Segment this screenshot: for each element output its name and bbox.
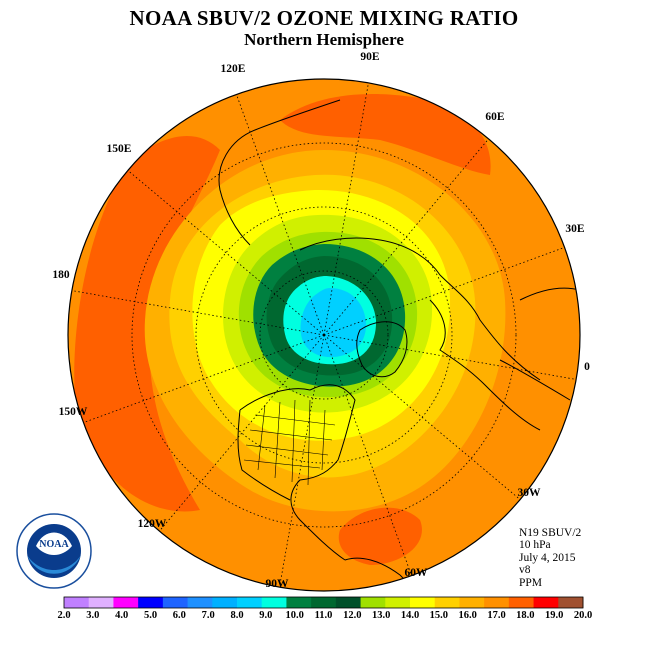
meridian-line <box>236 94 325 336</box>
colorbar-tick-label: 14.0 <box>401 610 419 621</box>
colorbar-swatch <box>64 597 90 608</box>
lon-label-150e: 150E <box>107 143 132 155</box>
lon-label-120w: 120W <box>138 518 167 530</box>
colorbar-swatch <box>88 597 114 608</box>
coastline-north-america <box>237 384 356 561</box>
lon-label-0: 0 <box>584 361 590 373</box>
colorbar-tick-label: 10.0 <box>285 610 303 621</box>
colorbar-swatch <box>311 597 337 608</box>
colorbar-tick-label: 8.0 <box>230 610 243 621</box>
lon-label-60w: 60W <box>405 567 429 579</box>
colorbar-swatch <box>385 597 411 608</box>
lon-label-90e: 90E <box>360 51 380 63</box>
lon-label-60e: 60E <box>485 111 505 123</box>
meridian-line <box>323 138 489 336</box>
coastline-greenland <box>356 321 408 378</box>
lon-label-30e: 30E <box>565 223 585 235</box>
colorbar-tick-label: 2.0 <box>57 610 70 621</box>
coastline-south-america <box>344 557 416 591</box>
colorbar-swatch <box>558 597 584 608</box>
ozone-field <box>68 79 580 591</box>
meridian-line <box>71 290 325 336</box>
colorbar-swatch <box>360 597 386 608</box>
colorbar-swatch <box>113 597 139 608</box>
latitude-circle-60n <box>195 206 453 464</box>
lon-label-30w: 30W <box>518 487 542 499</box>
noaa-logo: NOAA <box>16 513 92 589</box>
coastline-eurasia <box>218 99 541 381</box>
colorbar-tick-label: 9.0 <box>259 610 272 621</box>
latitude-circle-75n <box>259 270 389 400</box>
meridian-line <box>279 334 325 588</box>
colorbar: 2.0 3.0 4.0 5.0 6.0 7.0 8.0 9.0 10.0 11.0 12.0 13.0… <box>57 596 592 621</box>
colorbar-tick-label: 3.0 <box>86 610 99 621</box>
colorbar-swatch <box>508 597 535 608</box>
lon-label-90w: 90W <box>266 578 290 590</box>
colorbar-swatch <box>335 597 362 608</box>
colorbar-swatch <box>237 597 263 608</box>
meridian-line <box>323 334 521 500</box>
latitude-circle-45n <box>131 142 517 528</box>
longitude-labels: 90E 60E 30E 0 30W 60W 90W 120W 150W 180 … <box>52 51 590 590</box>
colorbar-swatch <box>533 597 559 608</box>
colorbar-tick-label: 11.0 <box>315 610 333 621</box>
map-border <box>67 78 581 592</box>
colorbar-swatch <box>410 597 436 608</box>
ozone-maximum-asia <box>280 94 491 175</box>
colorbar-tick-label: 13.0 <box>372 610 390 621</box>
info-units: PPM <box>519 576 543 589</box>
colorbar-swatch <box>162 597 189 608</box>
lon-label-120e: 120E <box>221 63 246 75</box>
colorbar-tick-label: 17.0 <box>487 610 505 621</box>
lon-label-150w: 150W <box>59 406 88 418</box>
ozone-contour-8 <box>300 288 366 358</box>
colorbar-tick-label: 5.0 <box>144 610 157 621</box>
meridian-line <box>127 170 325 336</box>
colorbar-swatch <box>286 597 312 608</box>
meridian-line <box>159 334 325 532</box>
colorbar-swatch <box>459 597 485 608</box>
info-level: 10 hPa <box>519 539 551 552</box>
coastline-africa <box>499 287 580 401</box>
colorbar-tick-label: 7.0 <box>202 610 215 621</box>
meridian-line <box>323 82 369 336</box>
coastline-europe <box>429 299 541 431</box>
colorbar-tick-label: 16.0 <box>458 610 476 621</box>
colorbar-swatch <box>187 597 213 608</box>
info-instrument: N19 SBUV/2 <box>519 527 582 539</box>
colorbar-tick-label: 15.0 <box>430 610 448 621</box>
lon-label-180: 180 <box>52 269 70 281</box>
info-date: July 4, 2015 <box>519 551 576 564</box>
noaa-logo-wave <box>27 555 81 574</box>
coastlines <box>218 99 580 591</box>
colorbar-swatch <box>138 597 164 608</box>
map-title: NOAA SBUV/2 OZONE MIXING RATIO <box>129 6 519 30</box>
colorbar-swatch <box>212 597 238 608</box>
colorbar-swatch <box>261 597 287 608</box>
ozone-maximum-atlantic <box>338 507 422 565</box>
colorbar-tick-label: 20.0 <box>574 610 592 621</box>
meridian-line <box>83 334 325 423</box>
info-version: v8 <box>519 564 531 577</box>
meridian-line <box>323 334 577 380</box>
product-info: N19 SBUV/2 10 hPa July 4, 2015 v8 PPM <box>519 527 581 589</box>
colorbar-tick-label: 12.0 <box>343 610 361 621</box>
noaa-logo-text: NOAA <box>39 539 69 550</box>
meridian-line <box>323 334 412 576</box>
colorbar-swatch <box>434 597 460 608</box>
meridian-line <box>323 247 565 336</box>
colorbar-tick-label: 19.0 <box>545 610 563 621</box>
colorbar-tick-label: 18.0 <box>516 610 534 621</box>
map-subtitle: Northern Hemisphere <box>244 30 404 49</box>
colorbar-swatch <box>484 597 510 608</box>
state-boundaries <box>243 399 336 486</box>
colorbar-tick-label: 6.0 <box>173 610 186 621</box>
colorbar-border <box>63 596 584 609</box>
colorbar-tick-label: 4.0 <box>115 610 128 621</box>
graticule <box>71 82 577 588</box>
noaa-logo-bird <box>36 532 72 555</box>
